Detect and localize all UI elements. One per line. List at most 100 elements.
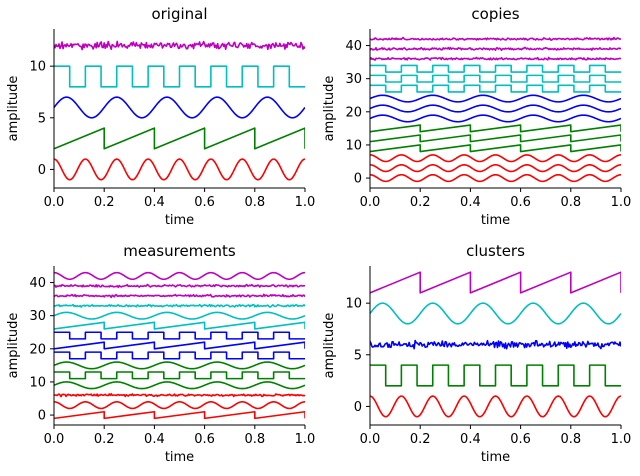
y-tick-label: 0 [354,172,362,187]
series-line-11 [54,361,305,370]
series-line-3 [54,96,305,119]
series-line-15 [370,173,621,183]
series-line-7 [54,331,305,340]
x-tick-label: 0.4 [144,195,165,210]
y-tick-label: 30 [345,72,362,87]
series-line-15 [54,410,305,420]
y-axis-label: amplitude [322,76,337,142]
series-line-14 [54,401,305,410]
x-axis-label: time [481,450,510,465]
series-line-13 [54,393,305,398]
y-tick-label: 40 [345,39,362,54]
series-line-9 [54,351,305,360]
y-tick-label: 10 [29,375,46,390]
x-tick-label: 0.8 [560,195,581,210]
x-tick-label: 0.0 [360,195,381,210]
x-axis-label: time [165,450,194,465]
y-tick-label: 0 [354,400,362,415]
chart-panel-2: 0.0 0.2 0.4 0.6 0.8 1.0 0 10 20 30 40 copies time amp… [322,5,631,228]
x-tick-label: 0.2 [94,195,115,210]
x-tick-label: 0.0 [360,432,381,447]
series-line-12 [370,144,621,153]
y-tick-label: 0 [38,409,46,424]
series-line-2 [370,302,621,325]
x-tick-label: 0.6 [194,432,215,447]
series-line-2 [54,283,305,289]
x-tick-label: 0.8 [244,195,265,210]
x-tick-label: 0.2 [94,432,115,447]
y-tick-label: 40 [29,276,46,291]
y-tick-label: 5 [38,111,46,126]
series-line-10 [54,371,305,380]
x-axis-label: time [481,213,510,228]
series-line-2 [54,65,305,88]
series-line-5 [54,158,305,181]
series-line-12 [54,381,305,390]
x-tick-label: 1.0 [295,195,316,210]
series-line-1 [370,36,621,41]
series-line-3 [54,293,305,299]
y-tick-label: 20 [345,105,362,120]
x-tick-label: 0.2 [410,432,431,447]
series-line-13 [370,154,621,163]
series-line-2 [370,46,621,52]
series-line-10 [370,124,621,133]
y-tick-label: 10 [345,297,362,312]
series-line-8 [370,104,621,113]
series-line-9 [370,114,621,123]
x-tick-label: 0.4 [144,432,165,447]
chart-title: original [151,5,207,23]
series-line-7 [370,94,621,103]
chart-panel-1: 0.0 0.2 0.4 0.6 0.8 1.0 0 5 10 original time amplit… [6,5,315,228]
y-tick-label: 0 [38,163,46,178]
x-tick-label: 0.4 [460,195,481,210]
series-line-4 [370,364,621,387]
y-tick-label: 20 [29,342,46,357]
series-line-11 [370,134,621,143]
y-tick-label: 10 [345,138,362,153]
x-tick-label: 0.0 [44,195,65,210]
y-tick-label: 10 [29,60,46,75]
x-tick-label: 0.6 [510,432,531,447]
x-tick-label: 0.6 [194,195,215,210]
series-line-5 [370,395,621,418]
series-group [54,40,305,181]
y-axis-label: amplitude [6,313,21,379]
x-tick-label: 1.0 [611,432,632,447]
series-line-3 [370,56,621,61]
chart-title: copies [471,5,519,23]
x-tick-label: 0.8 [560,432,581,447]
series-line-14 [370,164,621,173]
series-line-5 [370,74,621,83]
series-line-1 [54,40,305,51]
series-line-6 [54,321,305,330]
series-group [54,271,305,420]
y-axis-label: amplitude [6,76,21,142]
chart-title: clusters [466,242,525,260]
x-tick-label: 0.2 [410,195,431,210]
series-line-8 [54,341,305,350]
x-tick-label: 0.4 [460,432,481,447]
chart-panel-4: 0.0 0.2 0.4 0.6 0.8 1.0 0 5 10 clusters time amplit… [322,242,631,465]
series-group [370,36,621,183]
series-line-1 [54,271,305,281]
series-group [370,271,621,418]
x-tick-label: 0.6 [510,195,531,210]
x-tick-label: 0.8 [244,432,265,447]
chart-panel-3: 0.0 0.2 0.4 0.6 0.8 1.0 0 10 20 30 40 measurements t… [6,242,315,465]
y-tick-label: 30 [29,309,46,324]
series-line-4 [54,127,305,150]
series-line-5 [54,311,305,320]
y-tick-label: 5 [354,348,362,363]
chart-title: measurements [123,242,236,260]
series-line-4 [370,64,621,73]
series-line-4 [54,303,305,308]
x-tick-label: 0.0 [44,432,65,447]
series-line-1 [370,271,621,294]
series-line-6 [370,84,621,93]
x-axis-label: time [165,213,194,228]
series-line-3 [370,339,621,350]
x-tick-label: 1.0 [295,432,316,447]
x-tick-label: 1.0 [611,195,632,210]
